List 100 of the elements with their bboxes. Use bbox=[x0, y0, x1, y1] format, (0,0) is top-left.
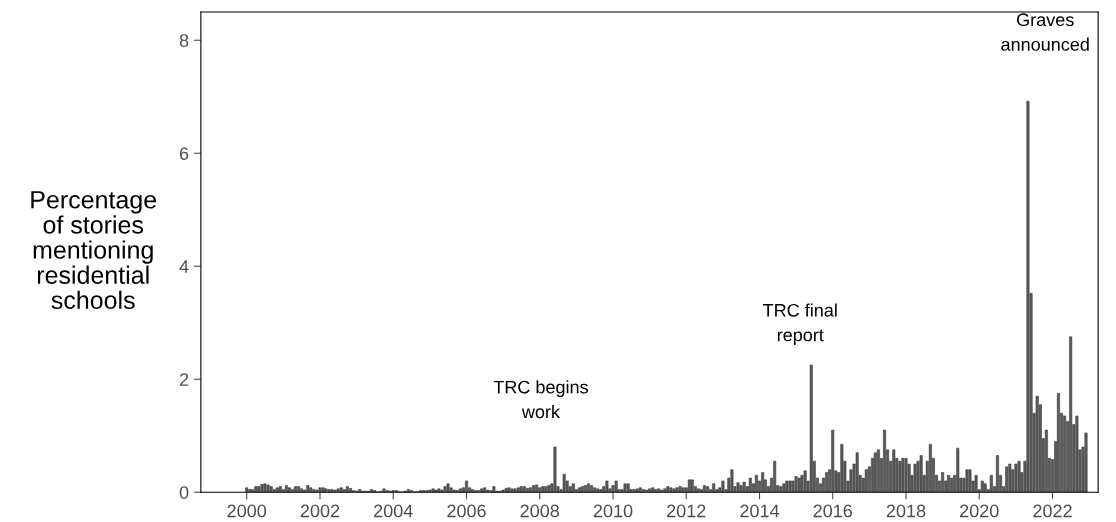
bar bbox=[687, 479, 691, 493]
bar bbox=[928, 443, 932, 493]
bar bbox=[1026, 100, 1030, 493]
bar bbox=[339, 487, 343, 493]
bar bbox=[309, 487, 313, 493]
x-tick-label: 2006 bbox=[447, 504, 486, 518]
bar bbox=[965, 469, 969, 493]
x-tick-label: 2018 bbox=[886, 504, 926, 518]
bar bbox=[678, 486, 682, 493]
bar bbox=[553, 446, 557, 493]
x-tick-label: 2002 bbox=[300, 504, 340, 518]
bar bbox=[257, 486, 261, 493]
y-tick-label: 2 bbox=[179, 373, 189, 386]
bar bbox=[281, 489, 285, 493]
bar bbox=[754, 475, 758, 493]
bar bbox=[663, 488, 667, 493]
bar bbox=[855, 452, 859, 493]
x-tick-label: 2010 bbox=[593, 504, 633, 518]
bar bbox=[983, 483, 987, 493]
bar bbox=[626, 483, 630, 493]
bar bbox=[809, 364, 813, 493]
bar bbox=[788, 480, 792, 493]
bar bbox=[632, 489, 636, 493]
bar bbox=[748, 477, 752, 493]
bar bbox=[300, 488, 304, 493]
bar bbox=[666, 486, 670, 493]
bar bbox=[431, 488, 435, 493]
bar bbox=[980, 480, 984, 493]
bar bbox=[660, 489, 664, 493]
bar bbox=[547, 485, 551, 493]
bar bbox=[290, 489, 294, 493]
bar bbox=[840, 443, 844, 493]
bar bbox=[336, 488, 340, 493]
bar bbox=[278, 486, 282, 493]
bar bbox=[919, 455, 923, 493]
bar bbox=[492, 486, 496, 493]
bar bbox=[721, 480, 725, 493]
bar bbox=[791, 480, 795, 493]
bar bbox=[779, 486, 783, 493]
bar bbox=[956, 447, 960, 493]
bar bbox=[803, 470, 807, 493]
bar bbox=[443, 486, 447, 493]
bar bbox=[1069, 336, 1073, 493]
bar bbox=[995, 455, 999, 493]
bar bbox=[266, 484, 270, 493]
bar bbox=[440, 489, 444, 493]
bar bbox=[269, 486, 273, 493]
bar bbox=[892, 449, 896, 493]
bar bbox=[736, 482, 740, 493]
bar bbox=[272, 489, 276, 493]
bar bbox=[507, 487, 511, 493]
bar bbox=[434, 489, 438, 493]
bar bbox=[947, 475, 951, 493]
x-tick-label: 2016 bbox=[813, 504, 853, 518]
bar bbox=[263, 483, 267, 493]
bar bbox=[562, 473, 566, 493]
bar bbox=[706, 486, 710, 493]
bar bbox=[1005, 466, 1009, 493]
bar bbox=[605, 480, 609, 493]
bar bbox=[825, 472, 829, 493]
y-tick-label: 8 bbox=[179, 34, 189, 47]
bar bbox=[306, 485, 310, 493]
bar bbox=[275, 487, 279, 493]
bar bbox=[449, 487, 453, 493]
bar bbox=[648, 488, 652, 493]
bar bbox=[312, 489, 316, 493]
bar bbox=[785, 480, 789, 493]
bar bbox=[712, 483, 716, 493]
bar bbox=[1084, 432, 1088, 493]
bar bbox=[251, 489, 255, 493]
bar bbox=[333, 489, 337, 493]
bar bbox=[571, 483, 575, 493]
annotation: TRC begins work bbox=[493, 380, 588, 419]
y-tick-label: 4 bbox=[179, 260, 189, 273]
bar bbox=[303, 489, 307, 493]
x-tick-label: 2008 bbox=[520, 504, 560, 518]
bar bbox=[730, 469, 734, 493]
bar bbox=[593, 487, 597, 493]
bar bbox=[1056, 393, 1060, 493]
bar bbox=[761, 472, 765, 493]
bar bbox=[532, 485, 536, 493]
bar bbox=[968, 469, 972, 493]
bar bbox=[672, 488, 676, 493]
bar bbox=[696, 488, 700, 493]
bar bbox=[739, 485, 743, 493]
bar bbox=[1017, 460, 1021, 493]
x-tick-label: 2012 bbox=[667, 504, 706, 518]
x-tick-label: 2014 bbox=[740, 504, 780, 518]
x-tick-label: 2022 bbox=[1033, 504, 1072, 518]
bar bbox=[675, 487, 679, 493]
bar bbox=[260, 484, 264, 493]
bar bbox=[297, 486, 301, 493]
bar bbox=[446, 483, 450, 493]
bar bbox=[345, 486, 349, 493]
bar bbox=[293, 486, 297, 493]
bar bbox=[669, 487, 673, 493]
bar bbox=[864, 469, 868, 493]
bar bbox=[699, 489, 703, 493]
x-tick-label: 2004 bbox=[374, 504, 413, 518]
y-tick-label: 6 bbox=[179, 147, 189, 160]
